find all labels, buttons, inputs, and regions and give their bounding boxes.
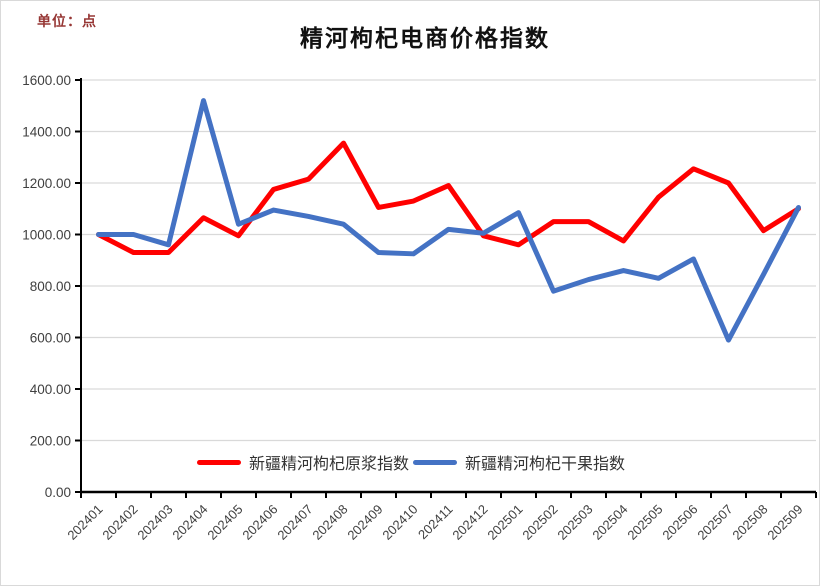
x-axis-label: 202402 bbox=[99, 502, 140, 543]
blue-line-swatch-icon bbox=[413, 459, 458, 465]
x-axis-label: 202408 bbox=[309, 502, 350, 543]
x-axis-label: 202407 bbox=[274, 502, 315, 543]
legend-label-puree-index: 新疆精河枸杞原浆指数 bbox=[249, 456, 410, 473]
x-axis-label: 202403 bbox=[134, 502, 175, 543]
y-axis-label: 1600.00 bbox=[22, 73, 71, 88]
y-axis-label: 1000.00 bbox=[22, 228, 71, 243]
x-axis-label: 202405 bbox=[204, 502, 245, 543]
x-axis-label: 202504 bbox=[589, 502, 630, 543]
x-axis-label: 202404 bbox=[169, 502, 210, 543]
x-axis-label: 202412 bbox=[449, 502, 490, 543]
y-axis-label: 1200.00 bbox=[22, 176, 71, 191]
unit-label: 单位：点 bbox=[37, 15, 97, 30]
y-axis-label: 400.00 bbox=[30, 382, 71, 397]
x-axis-label: 202410 bbox=[379, 502, 420, 543]
x-axis-label: 202401 bbox=[64, 502, 105, 543]
y-axis-label: 800.00 bbox=[30, 279, 71, 294]
x-axis-label: 202508 bbox=[729, 502, 770, 543]
x-axis-label: 202409 bbox=[344, 502, 385, 543]
chart-title: 精河枸杞电商价格指数 bbox=[300, 26, 550, 51]
x-axis-label: 202503 bbox=[554, 502, 595, 543]
x-axis-label: 202502 bbox=[519, 502, 560, 543]
legend-item-dried-fruit-index: 新疆精河枸杞干果指数 bbox=[413, 450, 625, 474]
x-axis-label: 202507 bbox=[694, 502, 735, 543]
series-line-0 bbox=[96, 140, 801, 256]
x-axis-label: 202501 bbox=[484, 502, 525, 543]
x-axis-label: 202406 bbox=[239, 502, 280, 543]
legend-label-dried-fruit-index: 新疆精河枸杞干果指数 bbox=[465, 456, 626, 473]
y-axis-label: 1400.00 bbox=[22, 125, 71, 140]
legend-item-puree-index: 新疆精河枸杞原浆指数 bbox=[197, 450, 409, 474]
series-line-1 bbox=[96, 98, 801, 343]
x-axis-label: 202505 bbox=[624, 502, 665, 543]
y-axis-label: 200.00 bbox=[30, 434, 71, 449]
y-axis-label: 0.00 bbox=[45, 485, 71, 500]
x-axis-label: 202411 bbox=[415, 502, 456, 543]
chart-legend: 新疆精河枸杞原浆指数 新疆精河枸杞干果指数 bbox=[197, 450, 625, 474]
y-axis-label: 600.00 bbox=[30, 331, 71, 346]
x-axis-label: 202506 bbox=[659, 502, 700, 543]
red-line-swatch-icon bbox=[197, 459, 241, 465]
x-axis-label: 202509 bbox=[764, 502, 805, 543]
